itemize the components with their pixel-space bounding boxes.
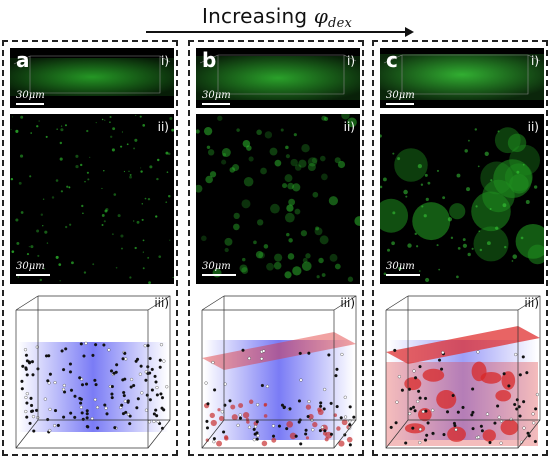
figure-title: Increasing φdex (0, 2, 556, 37)
panel-roman-ii: ii) (343, 120, 355, 134)
panel-roman-ii: ii) (157, 120, 169, 134)
panel-b-ii-image (196, 114, 360, 282)
panel-letter: c (386, 48, 398, 72)
panel-b-iii-image (201, 295, 357, 449)
panel-a-i: a i) 30μm (10, 48, 174, 108)
panel-letter: b (202, 48, 217, 72)
panel-c-i-image (380, 54, 544, 100)
scale-bar (386, 274, 420, 276)
panel-c-ii-image (380, 127, 544, 283)
scale-bar (202, 274, 236, 276)
panel-b-ii: ii) 30μm (196, 114, 360, 284)
scale-label: 30μm (386, 90, 415, 101)
panel-b-iii: iii) (196, 290, 360, 452)
panel-b-i: b i) 30μm (196, 48, 360, 108)
panel-c-ii: ii) 30μm (380, 114, 544, 284)
scale-label: 30μm (16, 261, 45, 272)
panel-roman-ii: ii) (527, 120, 539, 134)
panel-roman-iii: iii) (524, 296, 539, 310)
scale-bar (16, 274, 50, 276)
scale-bar (386, 103, 414, 105)
panel-c-iii: iii) (380, 290, 544, 452)
increasing-arrow (146, 27, 414, 37)
scale-bar (16, 103, 44, 105)
panel-a-i-image (10, 55, 174, 96)
scale-label: 30μm (202, 261, 231, 272)
panel-a-iii-image (15, 295, 171, 449)
panel-roman-i: i) (530, 54, 539, 68)
panel-b-i-image (196, 54, 360, 100)
panel-roman-i: i) (160, 54, 169, 68)
panel-a-ii-image (10, 114, 174, 284)
title-sub: dex (328, 16, 352, 31)
panel-a-iii: iii) (10, 290, 174, 452)
scale-label: 30μm (202, 90, 231, 101)
column-b: b i) 30μm ii) 30μm iii) (188, 40, 364, 456)
panel-c-iii-image (385, 295, 541, 449)
scale-label: 30μm (16, 90, 45, 101)
title-prefix: Increasing (202, 4, 314, 28)
title-text: Increasing φdex (202, 4, 352, 31)
panel-a-ii: ii) 30μm (10, 114, 174, 284)
scale-bar (202, 103, 230, 105)
panel-roman-i: i) (346, 54, 355, 68)
scale-label: 30μm (386, 261, 415, 272)
panel-roman-iii: iii) (340, 296, 355, 310)
panel-c-i: c i) 30μm (380, 48, 544, 108)
panel-letter: a (16, 48, 30, 72)
panel-roman-iii: iii) (154, 296, 169, 310)
column-a: a i) 30μm ii) 30μm iii) (2, 40, 178, 456)
title-phi: φ (313, 4, 329, 28)
column-c: c i) 30μm ii) 30μm iii) (372, 40, 548, 456)
